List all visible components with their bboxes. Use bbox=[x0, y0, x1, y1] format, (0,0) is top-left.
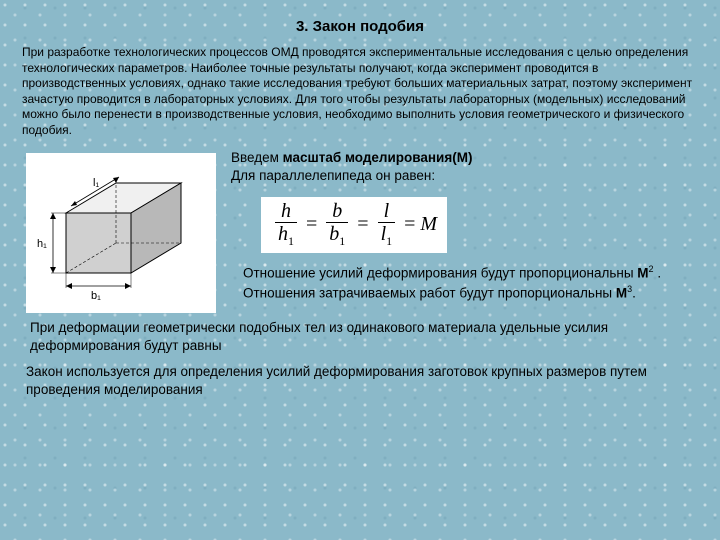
relation-work: Отношения затрачиваемых работ будут проп… bbox=[243, 283, 698, 303]
conclusion-2: Закон используется для определения усили… bbox=[26, 363, 694, 399]
formula-box: h h1 = b b1 = l l1 = M bbox=[261, 197, 447, 253]
label-b: b₁ bbox=[91, 290, 101, 302]
slide-title: 3. Закон подобия bbox=[22, 18, 698, 35]
formula-M: M bbox=[420, 211, 437, 238]
intro-m-b: масштаб моделирования(М) bbox=[283, 150, 473, 165]
conclusion-1: При деформации геометрически подобных те… bbox=[30, 319, 690, 355]
label-l: l₁ bbox=[93, 177, 99, 189]
label-h: h₁ bbox=[37, 238, 47, 250]
parallelepiped-diagram: l₁ h₁ b₁ bbox=[26, 153, 216, 313]
frac-h: h h1 bbox=[275, 201, 297, 247]
scale-intro: Введем масштаб моделирования(М) Для пара… bbox=[231, 149, 698, 185]
content-row: l₁ h₁ b₁ Введем масштаб моделирования(М) bbox=[22, 147, 698, 313]
slide-root: 3. Закон подобия При разработке технолог… bbox=[0, 0, 720, 540]
diagram-svg: l₁ h₁ b₁ bbox=[31, 158, 211, 308]
relation-forces: Отношение усилий деформирования будут пр… bbox=[243, 263, 698, 283]
intro-m-a: Введем bbox=[231, 150, 283, 165]
frac-l: l l1 bbox=[378, 201, 396, 247]
frac-b: b b1 bbox=[326, 201, 348, 247]
right-column: Введем масштаб моделирования(М) Для пара… bbox=[231, 147, 698, 313]
similarity-formula: h h1 = b b1 = l l1 = M bbox=[271, 201, 437, 247]
intro-m-c: Для параллелепипеда он равен: bbox=[231, 168, 435, 183]
intro-paragraph: При разработке технологических процессов… bbox=[22, 45, 698, 139]
